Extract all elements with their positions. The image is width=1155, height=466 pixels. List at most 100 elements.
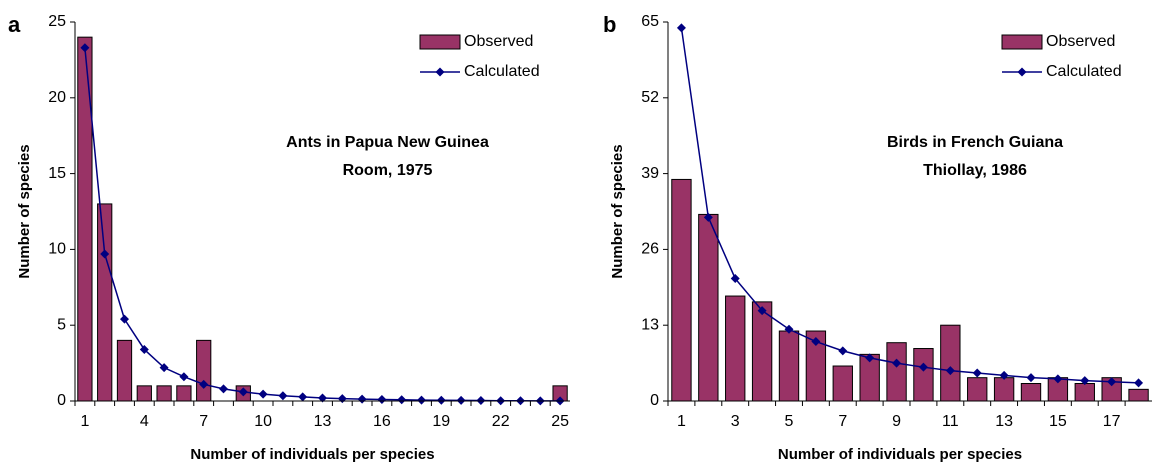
marker [357,394,367,404]
marker [1080,376,1090,386]
marker [159,363,169,373]
y-tick-label: 25 [48,13,66,30]
marker [972,368,982,378]
marker [377,394,387,404]
marker [80,43,90,53]
bar [1128,388,1149,402]
bar [886,342,907,402]
x-tick-label: 22 [492,413,510,430]
line [84,47,561,402]
marker [676,23,686,33]
legend-label: Observed [1046,33,1115,50]
marker [139,344,149,354]
panel-label: a [8,12,21,37]
y-tick-label: 39 [641,165,659,182]
y-tick-label: 15 [48,165,66,182]
x-tick-label: 9 [892,413,901,430]
marker [1026,373,1036,383]
x-axis-title: Number of individuals per species [190,446,434,463]
bar [176,385,192,402]
x-tick-label: 25 [551,413,569,430]
marker [179,372,189,382]
marker [1134,378,1144,388]
x-tick-label: 11 [942,413,959,430]
bar [751,301,773,402]
marker [757,306,767,316]
bar [671,178,692,402]
marker [784,324,794,334]
bar [832,365,853,402]
y-tick-label: 20 [48,89,66,106]
legend-marker [1017,67,1027,77]
legend-marker [435,67,445,77]
marker [100,249,110,259]
marker [999,370,1009,380]
x-tick-label: 3 [731,413,740,430]
annotation: Birds in French Guiana [887,134,1063,151]
bar [1020,383,1042,402]
marker [892,358,902,368]
bar [77,36,93,402]
marker [238,387,248,397]
x-axis-title: Number of individuals per species [778,446,1022,463]
x-tick-label: 15 [1049,413,1067,430]
x-tick-label: 4 [140,413,149,430]
bar [97,203,113,402]
bar [778,330,800,402]
marker [318,393,327,403]
marker [397,395,407,405]
legend-swatch [419,34,461,50]
marker [1107,377,1117,387]
bar [993,377,1015,402]
marker [219,384,228,394]
panel-label: b [603,12,616,37]
legend-label: Calculated [1046,63,1122,80]
y-tick-label: 65 [641,13,659,30]
marker [199,379,209,389]
bar [196,339,212,402]
bar [136,385,152,402]
y-tick-label: 0 [650,392,659,409]
x-tick-label: 13 [314,413,332,430]
annotation: Ants in Papua New Guinea [286,134,489,151]
legend-label: Calculated [464,63,540,80]
bar [156,385,172,402]
bar [940,324,961,402]
marker [918,362,928,372]
marker [120,314,129,324]
marker [278,391,288,401]
bar [116,339,133,402]
y-tick-label: 26 [641,241,659,258]
x-tick-label: 16 [373,413,391,430]
annotation: Room, 1975 [343,162,433,179]
marker [1053,374,1063,384]
marker [258,389,268,399]
y-tick-label: 10 [48,241,66,258]
x-tick-label: 7 [199,413,208,430]
marker [838,346,848,356]
bar [1074,383,1095,402]
y-tick-label: 13 [641,316,659,333]
marker [703,212,713,222]
bar [698,213,719,402]
x-tick-label: 5 [785,413,794,430]
x-tick-label: 10 [254,413,272,430]
x-tick-label: 1 [677,413,686,430]
marker [456,395,466,405]
line [680,27,1139,384]
bar [725,295,746,402]
legend-swatch [1001,34,1043,50]
marker [436,395,446,405]
legend-label: Observed [464,33,533,50]
y-tick-label: 0 [57,392,66,409]
y-tick-label: 52 [641,89,659,106]
marker [298,392,308,402]
x-tick-label: 1 [80,413,89,430]
x-tick-label: 17 [1103,413,1121,430]
x-tick-label: 7 [838,413,847,430]
marker [730,274,740,284]
marker [417,395,426,405]
marker [337,394,347,404]
annotation: Thiollay, 1986 [923,162,1027,179]
